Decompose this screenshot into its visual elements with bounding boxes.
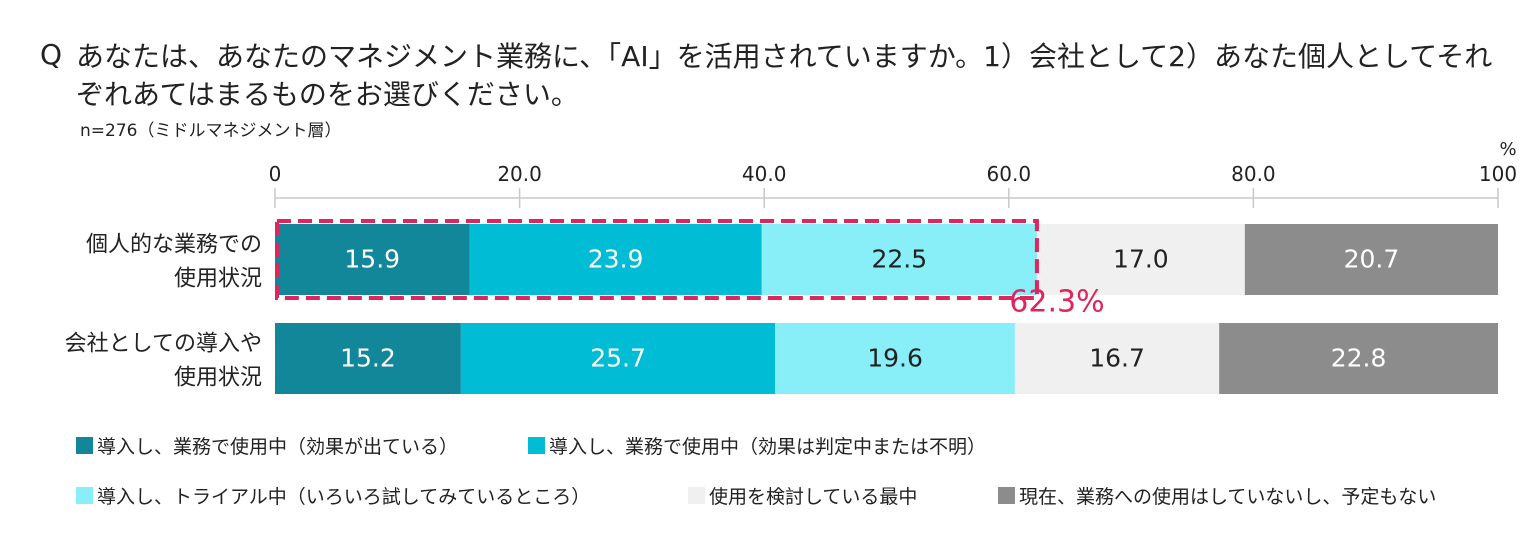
category-label: 個人的な業務での [86,233,262,258]
legend-swatch [76,437,93,454]
stacked-bar-chart: 0 20.0 40.0 60.0 80.0 100%個人的な業務での使用状況会社としての導… [65,139,1517,394]
highlight-dashed-box [275,219,1039,300]
data-label: 22.5 [872,245,928,274]
bar-segment [460,323,776,394]
legend-swatch [76,487,93,504]
data-label: 23.9 [588,245,644,274]
legend-swatch [688,487,705,504]
sample-size-note: n=276（ミドルマネジメント層） [80,121,342,141]
legend-item: 導入し、トライアル中（いろいろ試してみているところ） [76,482,590,509]
data-label: 20.7 [1344,245,1400,274]
data-label: 25.7 [590,344,646,373]
data-label: 15.9 [344,245,400,274]
highlight-total-label: 62.3% [1009,285,1104,320]
bar-segment [275,224,470,295]
x-tick-label: 80.0 [1231,162,1276,186]
bar-segment [1036,224,1245,295]
data-label: 22.8 [1331,344,1387,373]
bar-segment [1014,323,1220,394]
legend-swatch [528,437,545,454]
legend-label: 導入し、業務で使用中（効果が出ている） [97,436,459,458]
x-tick-label: 40.0 [742,162,787,186]
category-label: 使用状況 [174,366,262,391]
legend-label: 導入し、業務で使用中（効果は判定中または不明） [549,436,987,458]
legend-item: 現在、業務への使用はしていないし、予定もない [998,482,1436,509]
data-label: 16.7 [1089,344,1145,373]
bar-segment [761,224,1037,295]
bar-segment [1219,323,1498,394]
legend-label: 導入し、トライアル中（いろいろ試してみているところ） [97,486,591,508]
legend-label: 使用を検討している最中 [709,486,918,508]
legend-item: 導入し、業務で使用中（効果が出ている） [76,432,458,459]
data-label: 19.6 [867,344,923,373]
category-label: 会社としての導入や [65,332,262,357]
data-label: 15.2 [340,344,396,373]
question-marker: Q [40,38,63,71]
data-label: 17.0 [1113,245,1169,274]
bar-segment [275,323,461,394]
bar-segment [775,323,1015,394]
x-tick-label: 100 [1479,162,1517,186]
legend-label: 現在、業務への使用はしていないし、予定もない [1019,486,1437,508]
question-text: あなたは、あなたのマネジメント業務に、「AI」を活用されていますか。1）会社とし… [76,40,1493,111]
x-tick-label: 0 [269,162,282,186]
legend-item: 導入し、業務で使用中（効果は判定中または不明） [528,432,986,459]
bar-segment [469,224,762,295]
bar-segment [1244,224,1498,295]
category-label: 使用状況 [174,267,262,292]
x-axis-unit: % [1499,139,1516,160]
legend-item: 使用を検討している最中 [688,482,917,509]
x-tick-label: 60.0 [987,162,1032,186]
legend-swatch [998,487,1015,504]
x-tick-label: 20.0 [497,162,542,186]
